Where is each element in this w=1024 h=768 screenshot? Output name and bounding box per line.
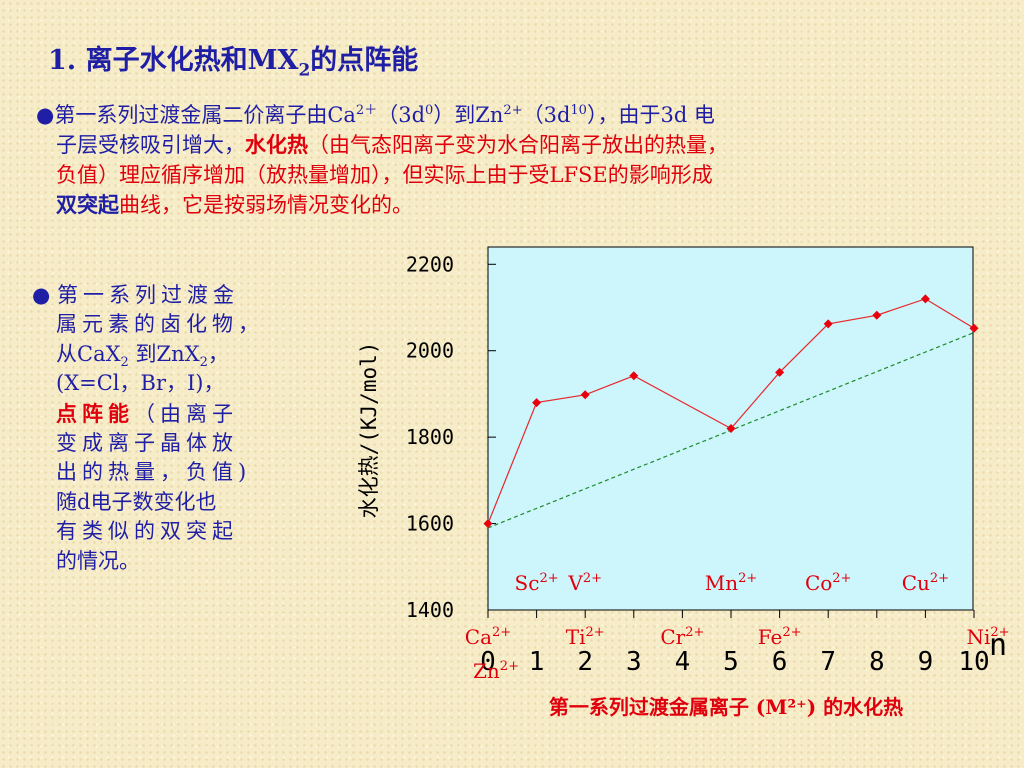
series-line [487, 298, 975, 524]
x-tick-label: 4 [675, 647, 691, 677]
x-tick-label: 0 [480, 647, 496, 677]
ion-label: Cu2+ [902, 571, 949, 595]
y-axis-label: 水化热/(KJ/mol) [357, 342, 381, 519]
x-tick-label: 5 [723, 647, 739, 677]
x-tick-label: 7 [820, 647, 836, 677]
data-point [532, 398, 542, 408]
data-point [775, 367, 785, 377]
ion-label: Fe2+ [758, 625, 802, 649]
x-axis-n-label: n [989, 628, 1007, 663]
x-tick-label: 8 [869, 647, 885, 677]
ion-label: V2+ [567, 571, 602, 595]
chart-caption: 第一系列过渡金属离子 (M²⁺) 的水化热 [549, 695, 903, 719]
x-tick-label: 1 [529, 647, 545, 677]
data-point [823, 319, 833, 329]
x-tick-label: 10 [958, 647, 989, 677]
data-point [872, 310, 882, 320]
ion-label: Ti2+ [566, 625, 605, 649]
x-tick-label: 9 [918, 647, 934, 677]
highlight-double-hump: 双突起 [56, 192, 119, 217]
ion-label: Mn2+ [705, 571, 758, 595]
bullet-icon: ● [32, 283, 51, 307]
ion-label: Sc2+ [515, 571, 559, 595]
data-point [969, 323, 979, 333]
ion-label: Cr2+ [660, 625, 704, 649]
data-point [580, 390, 590, 400]
ion-label: Ni2+ [966, 625, 1009, 649]
ion-label: Zn2+ [473, 659, 519, 683]
x-tick-label: 6 [772, 647, 788, 677]
highlight-lattice-energy: 点阵能 [56, 400, 134, 426]
paragraph-lattice-energy: ● 第一系列过渡金 属元素的卤化物， 从CaX2 到ZnX2， (X=Cl，Br… [32, 283, 264, 573]
y-tick-label: 1600 [406, 512, 454, 536]
paragraph-hydration-heat: ●第一系列过渡金属二价离子由Ca2＋（3d0）到Zn2+（3d10），由于3d … [36, 103, 728, 217]
data-point [920, 294, 930, 304]
y-tick-label: 2200 [406, 252, 454, 276]
highlight-hydration-heat: 水化热 [245, 132, 308, 157]
ion-label: Co2+ [805, 571, 852, 595]
data-point [629, 371, 639, 381]
ion-label: Ca2+ [465, 625, 511, 649]
x-tick-label: 3 [626, 647, 642, 677]
y-tick-label: 2000 [406, 339, 454, 363]
y-tick-label: 1400 [406, 598, 454, 622]
y-tick-label: 1800 [406, 425, 454, 449]
x-tick-label: 2 [577, 647, 593, 677]
slide-title: 1. 离子水化热和MX2的点阵能 [48, 45, 419, 81]
bullet-icon: ● [36, 103, 55, 127]
data-point [726, 424, 736, 433]
data-point [483, 519, 493, 529]
